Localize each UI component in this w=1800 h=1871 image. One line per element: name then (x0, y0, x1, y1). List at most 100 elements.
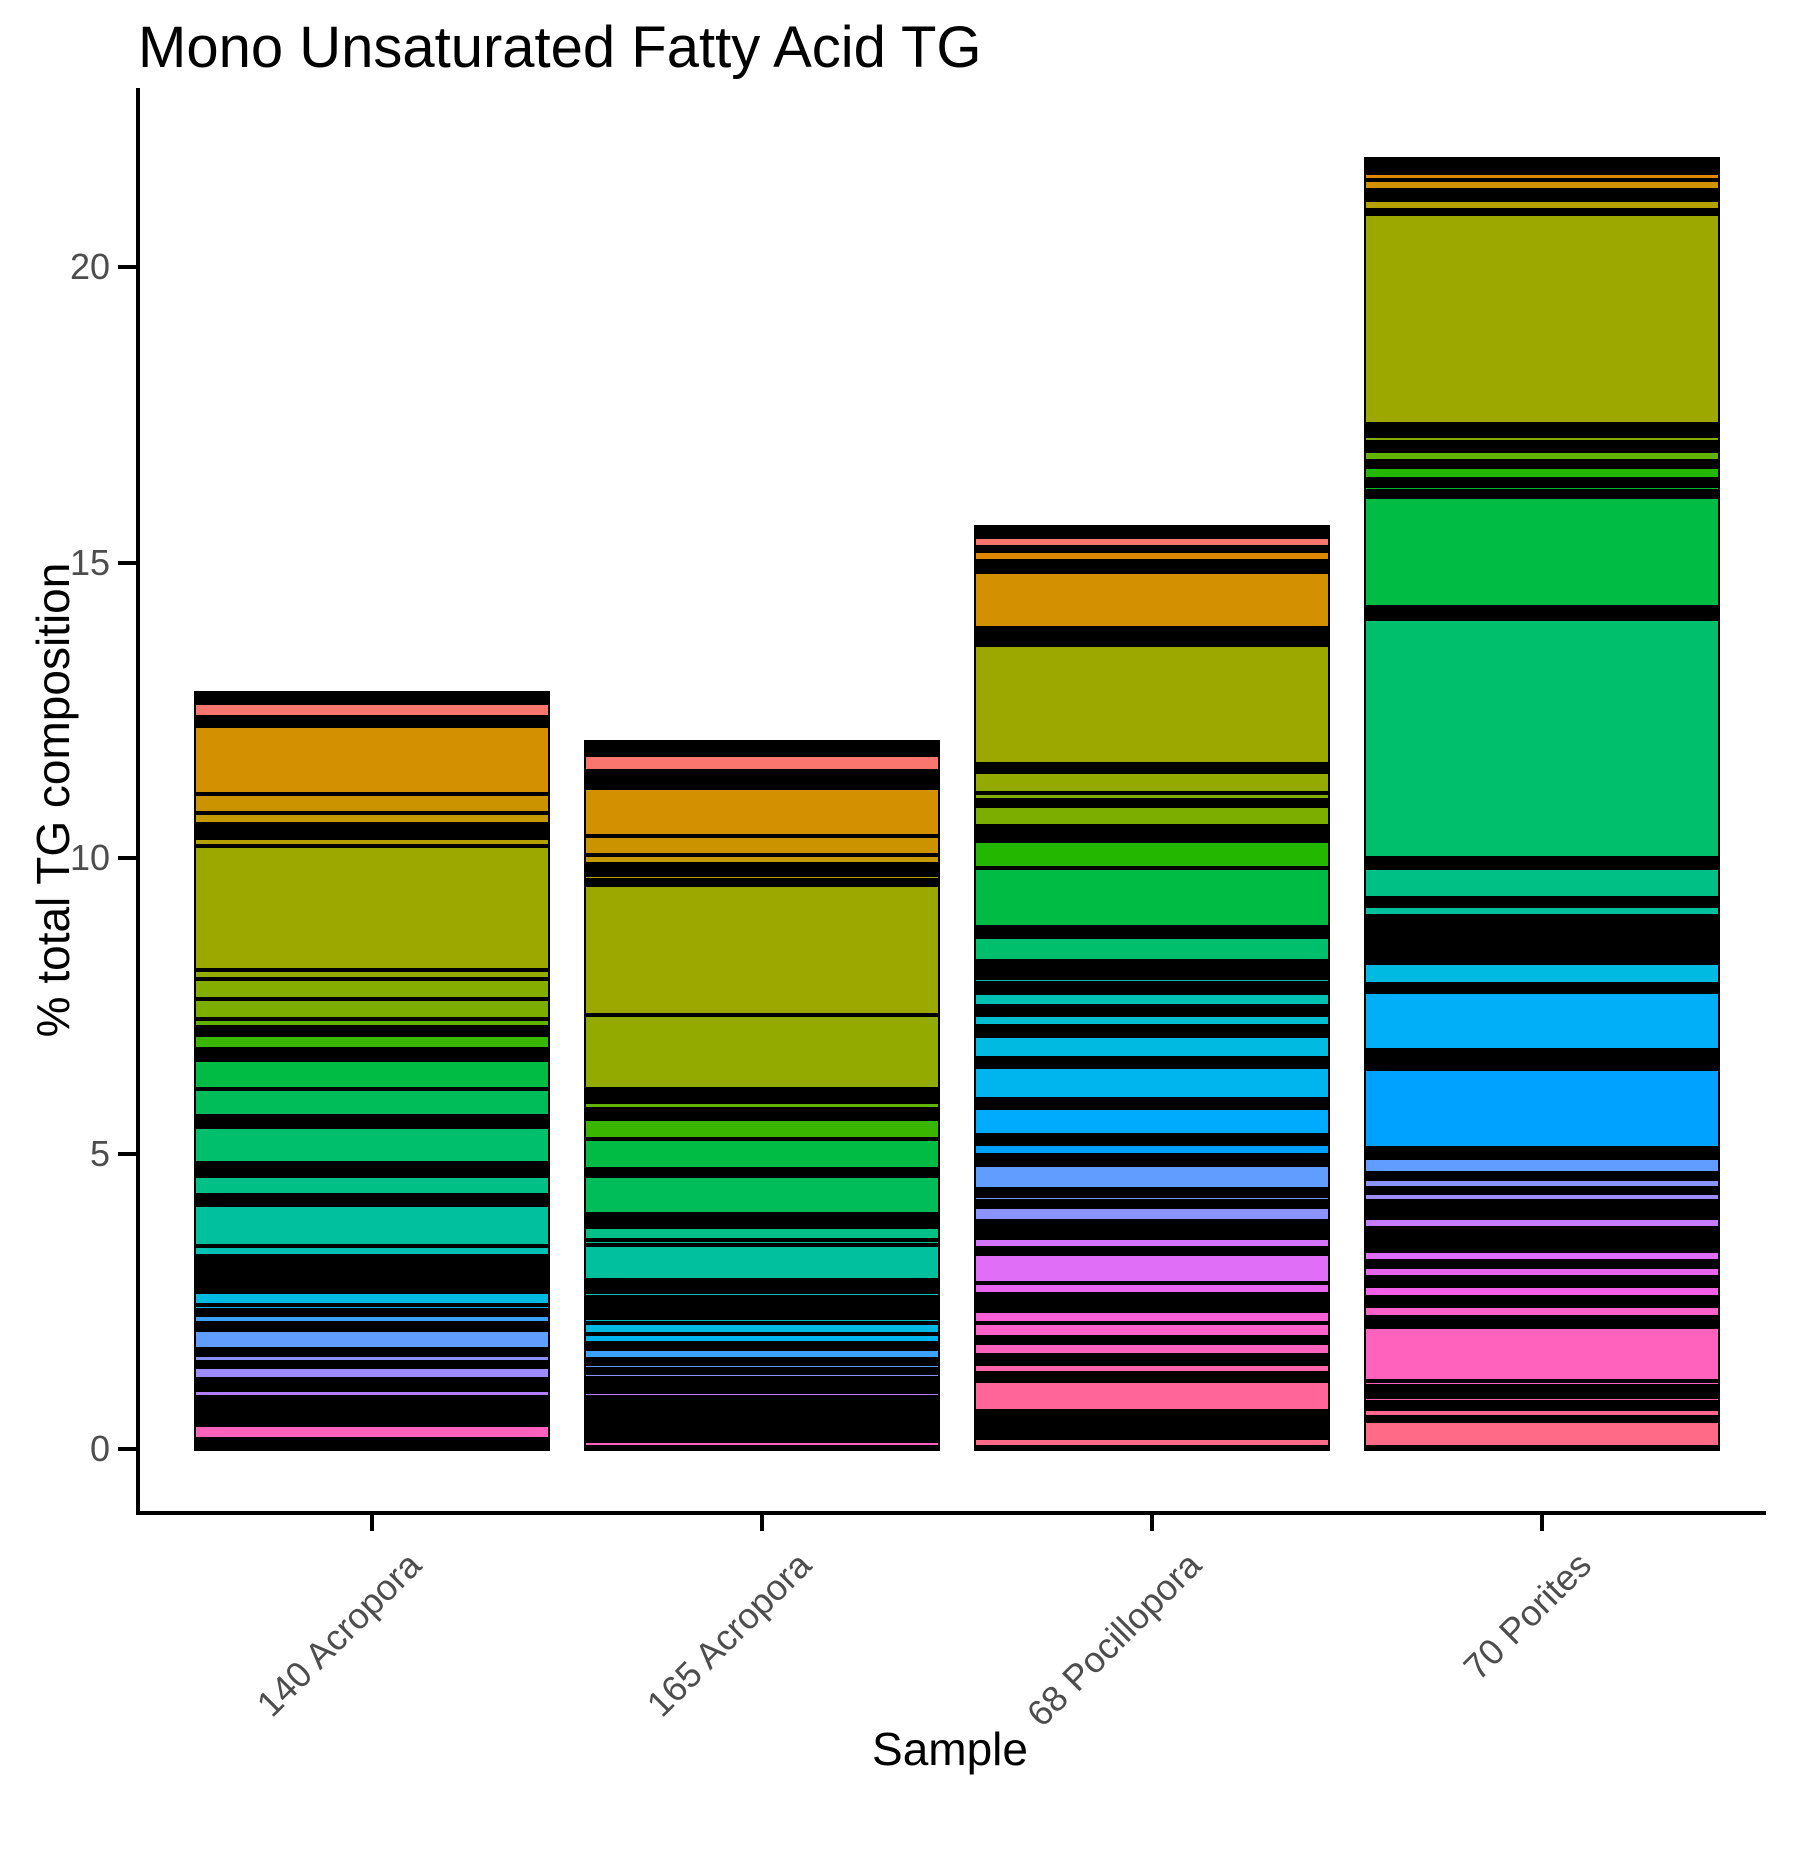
bar-68-pocillopora (974, 524, 1330, 1451)
bar-segment (1364, 180, 1720, 191)
bar-165-acropora (584, 740, 940, 1451)
bar-segment (974, 645, 1330, 764)
bar-segment (194, 1285, 550, 1293)
bar-segment (1364, 951, 1720, 957)
bar-segment (974, 1294, 1330, 1303)
bar-segment (974, 1311, 1330, 1324)
bar-segment (974, 826, 1330, 841)
bar-segment (1364, 619, 1720, 858)
bar-segment (1364, 1236, 1720, 1251)
bar-segment (194, 702, 550, 718)
bar-segment (974, 1066, 1330, 1100)
bar-segment (194, 1390, 550, 1398)
bar-segment (974, 536, 1330, 547)
bar-segment (974, 1026, 1330, 1037)
bar-segment (584, 1359, 940, 1364)
bar-segment (194, 1059, 550, 1090)
bar-segment (974, 1195, 1330, 1201)
x-tick-mark-165-acropora (760, 1515, 764, 1531)
bar-segment (1364, 606, 1720, 611)
bar-segment (974, 1058, 1330, 1067)
bar-segment (974, 1323, 1330, 1338)
bar-segment (584, 1318, 940, 1324)
bar-segment (974, 1159, 1330, 1166)
bar-segment (1364, 943, 1720, 952)
bar-segment (194, 823, 550, 838)
bar-segment (1364, 610, 1720, 620)
bar-segment (584, 1088, 940, 1094)
bar-segment (974, 1355, 1330, 1360)
bar-segment (194, 1362, 550, 1368)
bar-segment (974, 1282, 1330, 1295)
bar-segment (584, 1108, 940, 1119)
bar-segment (974, 524, 1330, 537)
bar-segment (1364, 1232, 1720, 1237)
bar-segment (584, 1118, 940, 1140)
bar-segment (584, 854, 940, 864)
bar-segment (1364, 1447, 1720, 1451)
bar-segment (584, 875, 940, 881)
bar-segment (1364, 157, 1720, 174)
bar-segment (194, 690, 550, 703)
bar-segment (974, 968, 1330, 974)
bar-segment (584, 1343, 940, 1350)
bar-segment (194, 1314, 550, 1323)
bar-segment (194, 1194, 550, 1205)
chart-canvas: { "colors": { "background": "#ffffff", "… (27, 15, 1766, 1775)
bar-segment (1364, 1187, 1720, 1193)
bar-segment (974, 1036, 1330, 1059)
bar-segment (1364, 1250, 1720, 1261)
bar-segment (974, 627, 1330, 646)
bar-segment (1364, 431, 1720, 437)
bar-segment (194, 970, 550, 979)
bar-segment (1364, 939, 1720, 944)
bar-segment (974, 763, 1330, 773)
bar-segment (584, 1168, 940, 1177)
bar-segment (194, 1309, 550, 1315)
y-tick-label-15: 15 (69, 541, 110, 583)
bar-segment (1364, 490, 1720, 497)
y-tick-mark-15 (118, 560, 136, 565)
bar-segment (584, 740, 940, 755)
bar-segment (1364, 1266, 1720, 1277)
bar-segment (974, 1010, 1330, 1016)
bar-segment (974, 561, 1330, 572)
bar-segment (584, 1387, 940, 1393)
bar-segment (194, 1419, 550, 1426)
bar-segment (974, 1447, 1330, 1451)
bar-segment (584, 1392, 940, 1397)
bar-segment (194, 1349, 550, 1356)
bar-segment (974, 840, 1330, 868)
bar-segment (974, 1221, 1330, 1226)
bar-segment (974, 1380, 1330, 1411)
bar-segment (974, 1302, 1330, 1307)
bar-segment (974, 936, 1330, 962)
bar-segment (194, 1246, 550, 1257)
bar-segment (584, 870, 940, 876)
x-tick-mark-68-pocillopora (1150, 1515, 1154, 1531)
bar-segment (1364, 436, 1720, 443)
bar-segment (1364, 1058, 1720, 1064)
bar-segment (584, 884, 940, 1015)
bar-segment (194, 1035, 550, 1050)
bar-segment (1364, 423, 1720, 432)
bar-segment (1364, 916, 1720, 930)
bar-segment (974, 1438, 1330, 1447)
bar-segment (194, 1292, 550, 1306)
bar-segment (974, 1005, 1330, 1011)
bar-segment (194, 1127, 550, 1163)
bar-segment (194, 846, 550, 971)
bar-segment (1364, 983, 1720, 992)
bar-segment (1364, 467, 1720, 480)
bar-segment (584, 1240, 940, 1245)
bar-segment (974, 992, 1330, 1006)
bar-segment (584, 754, 940, 772)
y-tick-mark-10 (118, 856, 136, 860)
x-tick-label-68-pocillopora: 68 Pocillopora (1018, 1544, 1209, 1735)
bar-segment (1364, 897, 1720, 907)
bar-segment (1364, 442, 1720, 452)
bar-segment (584, 1014, 940, 1089)
bar-segment (584, 1441, 940, 1447)
bar-segment (974, 1206, 1330, 1222)
bar-segment (974, 793, 1330, 801)
